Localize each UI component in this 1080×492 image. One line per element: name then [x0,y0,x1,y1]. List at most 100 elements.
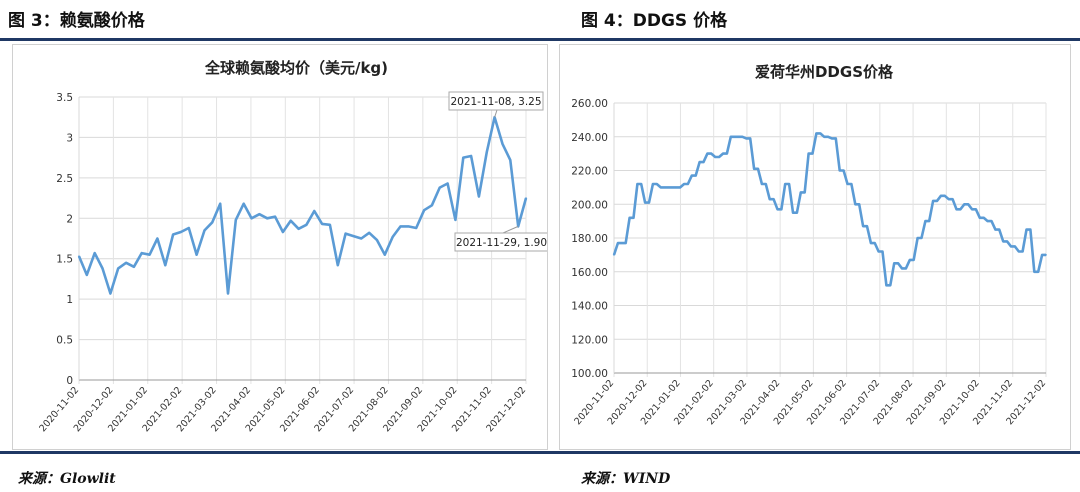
data-point [718,156,720,158]
data-point [462,156,465,159]
data-point [93,252,96,255]
y-tick-label: 2 [66,213,73,225]
data-point [652,183,654,185]
data-point [932,200,934,202]
data-point [620,242,623,245]
data-point [164,264,167,267]
data-point [757,167,759,170]
data-point [391,236,394,238]
y-tick-label: 140.00 [571,301,608,313]
data-point [943,194,946,197]
data-point [753,167,755,170]
data-point [1025,228,1028,231]
data-point [772,198,775,201]
data-point [870,242,872,245]
header-rule [0,38,1080,41]
y-tick-label: 160.00 [571,267,608,279]
data-point [702,161,705,163]
data-point [799,191,802,194]
data-point [761,183,763,185]
data-point [305,223,308,226]
y-tick-label: 260.00 [571,98,608,110]
data-point [905,267,907,270]
data-point [368,231,371,234]
data-point [644,201,646,204]
y-tick-label: 0 [66,375,73,387]
data-point [446,182,449,185]
data-point [675,186,678,189]
data-point [737,135,740,138]
data-point [203,229,206,232]
data-point [180,231,182,233]
data-point [1041,254,1043,256]
data-point [986,220,989,223]
data-point [1017,250,1020,253]
data-point [893,262,896,265]
data-point [940,194,942,197]
data-point [655,183,658,185]
data-point [788,183,790,185]
data-point [990,220,993,223]
data-point [858,203,861,206]
data-point [234,219,237,221]
data-point [729,135,732,138]
data-point [1029,228,1032,231]
data-point [109,292,112,295]
data-point [133,265,135,268]
data-point [360,237,363,240]
data-point [454,219,457,221]
ddgs-price-chart: 爱荷华州DDGS价格 100.00 120.00 140.00 160.00 180.00… [571,63,1048,427]
data-point [1033,270,1036,273]
data-point [726,152,728,155]
data-point [908,259,911,261]
data-point [525,197,527,200]
data-point [978,216,981,219]
data-point [423,209,425,212]
data-point [501,143,504,145]
y-tick-label: 3 [66,132,73,144]
annotation-box [448,91,544,111]
data-point [862,225,864,228]
data-point [1010,245,1012,248]
data-point [613,254,615,256]
y-tick-label: 120.00 [571,334,608,346]
data-point [485,151,488,153]
data-point [885,284,888,287]
data-point [850,183,853,185]
data-point [749,137,752,140]
right-source-note: 来源：WIND [581,471,671,487]
data-point [242,202,245,205]
data-point [877,250,880,253]
data-point [211,221,214,224]
data-point [172,233,175,236]
data-point [706,152,709,155]
data-point [764,183,767,185]
data-point [383,253,386,256]
data-point [897,262,899,265]
data-point [694,174,697,177]
data-point [698,161,701,163]
lysine-price-chart: 全球赖氨酸均价（美元/kg)00.511.522.533.52020-11-02… [37,59,549,434]
data-point [687,183,689,185]
data-point [819,132,822,135]
data-point [336,264,339,267]
data-point [640,183,643,185]
y-tick-label: 180.00 [571,233,608,245]
data-point [399,225,402,228]
data-point [470,155,472,157]
data-point [329,223,331,226]
data-point [834,137,837,140]
y-tick-label: 240.00 [571,132,608,144]
data-point [478,195,480,198]
data-point [431,204,433,207]
data-point [714,156,717,158]
data-point [807,152,810,155]
data-point [776,208,779,211]
data-point [1002,240,1005,243]
chart-title: 爱荷华州DDGS价格 [755,63,894,81]
data-point [741,135,744,138]
y-tick-label: 220.00 [571,166,608,178]
data-point [745,137,748,140]
data-point [690,174,693,177]
data-point [842,169,845,172]
